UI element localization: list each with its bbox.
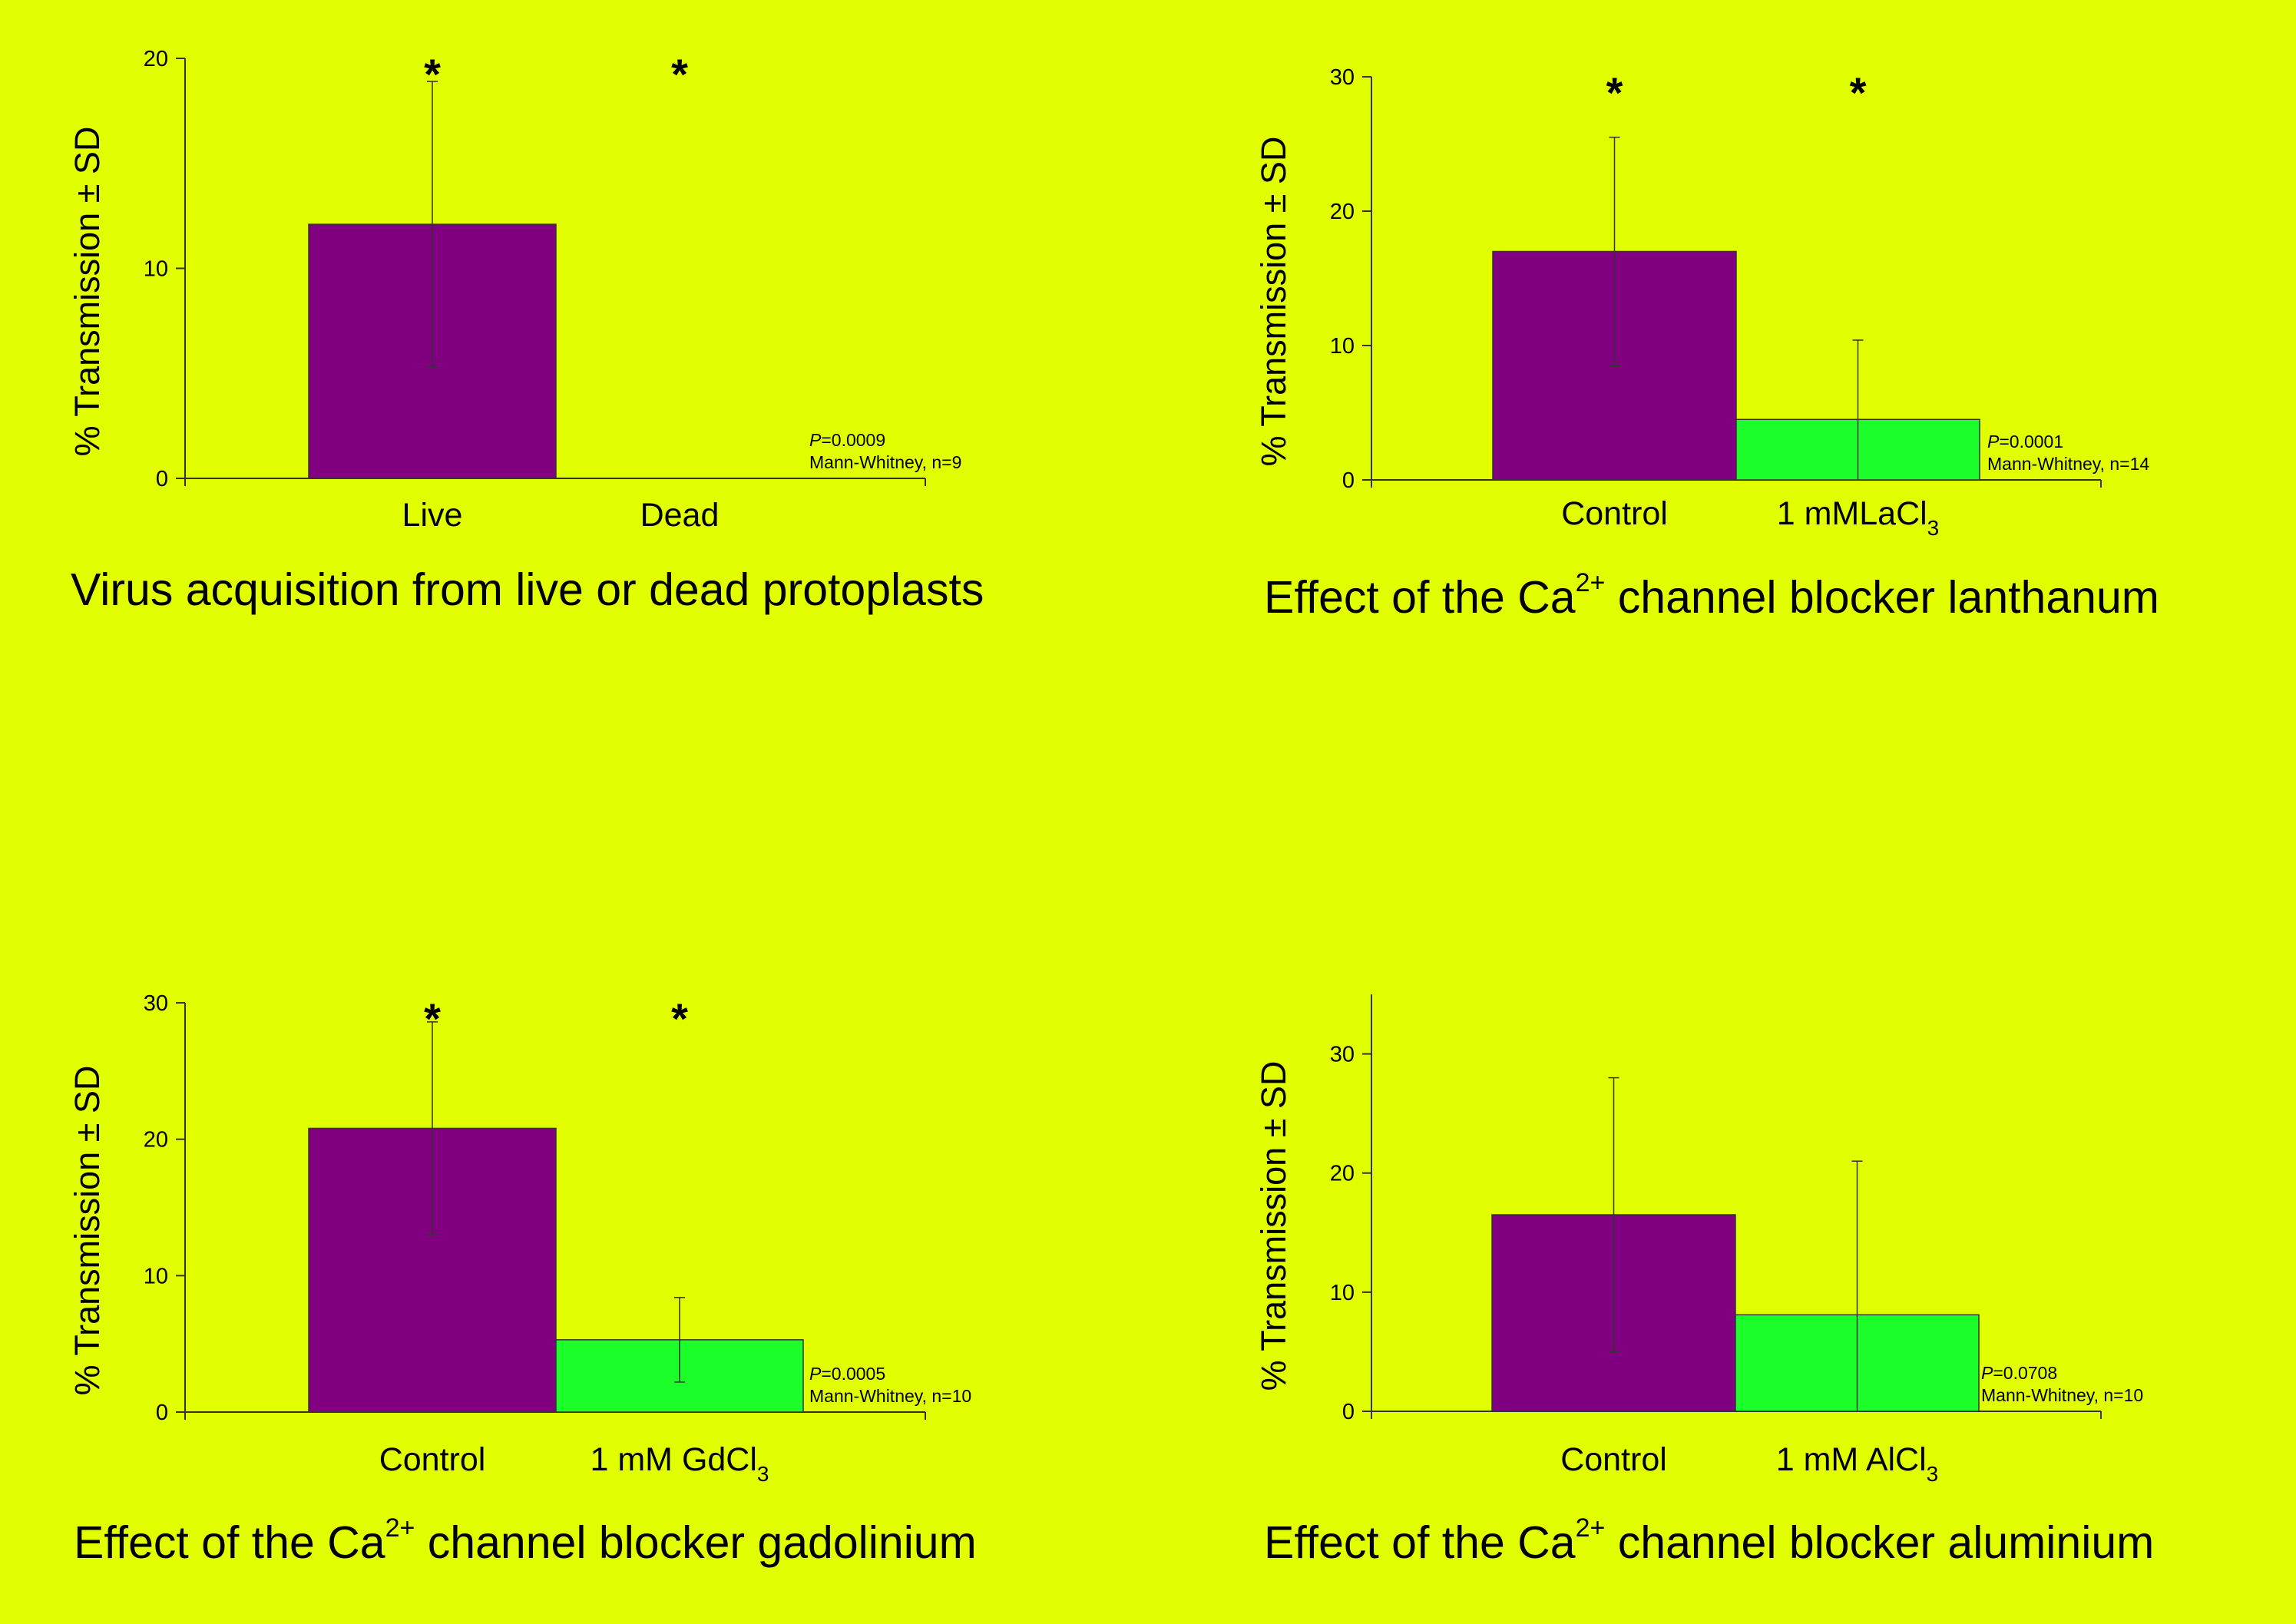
panel-2-stats-p-italic: P (1987, 432, 2000, 451)
panel-1-y-tick-label: 20 (144, 47, 168, 71)
panel-2-y-tick-label: 20 (1330, 200, 1355, 224)
panel-3-stats-p-value: =0.0005 (821, 1364, 885, 1384)
panel-2-y-axis-label: % Transmission ± SD (1254, 137, 1293, 467)
panel-1-category-label-2: Dead (640, 497, 720, 534)
panel-1-category-label-1: Live (402, 497, 463, 534)
panel-1-stats-p: P=0.0009 (809, 430, 885, 450)
panel-4-title-before: Effect of the Ca (1264, 1517, 1576, 1568)
panel-4-stats-test: Mann-Whitney, n=10 (1981, 1385, 2143, 1405)
panel-2: 0 10 20 30 % Transmission ± SD * Control * 1 mML… (1254, 65, 2149, 540)
panel-4-y-tick-label: 0 (1342, 1400, 1355, 1424)
panel-3-category-sub-2: 3 (757, 1462, 769, 1486)
panel-3-stats-p-italic: P (809, 1364, 822, 1384)
panel-1-stats-p-value: =0.0009 (821, 430, 885, 450)
panel-1-y-tick-label: 10 (144, 257, 168, 282)
panel-3-title: Effect of the Ca2+ channel blocker gadol… (74, 1513, 977, 1569)
panel-3-title-after: channel blocker gadolinium (415, 1517, 977, 1568)
panel-1-y-tick-label: 0 (156, 467, 168, 491)
panel-4-y-tick-label: 30 (1330, 1043, 1355, 1067)
panel-1-stats-p-italic: P (809, 430, 822, 450)
panel-4-title-after: channel blocker aluminium (1605, 1517, 2155, 1568)
panel-2-title-before: Effect of the Ca (1264, 572, 1576, 623)
panel-4-y-tick-label: 10 (1330, 1281, 1355, 1305)
panel-3-significance-1: * (424, 994, 441, 1043)
panel-1: 0 10 20 % Transmission ± SD * Live * Dead P=0.00… (68, 47, 961, 534)
panel-2-y-tick-label: 30 (1330, 65, 1355, 90)
panel-2-stats-p-value: =0.0001 (1999, 432, 2063, 451)
panel-2-title-sup: 2+ (1575, 568, 1606, 597)
panel-2-category-main-1: Control (1561, 495, 1668, 532)
panel-4-category-sub-2: 3 (1927, 1462, 1939, 1486)
panel-4-y-tick-label: 20 (1330, 1162, 1355, 1186)
panel-4-category-main-1: Control (1560, 1441, 1667, 1478)
panel-3-significance-2: * (671, 994, 688, 1043)
panel-3-category-main-1: Control (379, 1441, 486, 1478)
panel-2-significance-1: * (1606, 68, 1623, 117)
panel-2-title-after: channel blocker lanthanum (1605, 572, 2159, 623)
panel-3-y-axis-label: % Transmission ± SD (68, 1066, 107, 1396)
panel-4-category-label-1: Control (1560, 1441, 1667, 1478)
panel-3-title-before: Effect of the Ca (74, 1517, 385, 1568)
panel-3-y-tick-label: 20 (144, 1128, 168, 1153)
panel-3-category-label-2: 1 mM GdCl3 (591, 1441, 769, 1486)
panel-2-category-main-2: 1 mMLaCl (1777, 495, 1927, 532)
panel-4-category-label-2: 1 mM AlCl3 (1776, 1441, 1939, 1486)
panel-3-category-label-1: Control (379, 1441, 486, 1478)
panel-1-title: Virus acquisition from live or dead prot… (71, 564, 984, 616)
panel-1-title-text: Virus acquisition from live or dead prot… (71, 564, 984, 615)
panel-4-stats-p: P=0.0708 (1981, 1363, 2057, 1383)
panel-2-significance-2: * (1850, 68, 1867, 117)
panel-3-y-tick-label: 10 (144, 1264, 168, 1288)
panel-2-category-label-1: Control (1561, 495, 1668, 532)
panel-2-stats-test: Mann-Whitney, n=14 (1987, 454, 2149, 474)
panel-1-significance-1: * (424, 50, 441, 98)
panel-4-category-main-2: 1 mM AlCl (1776, 1441, 1927, 1478)
panel-4-stats-p-italic: P (1981, 1363, 1993, 1383)
panel-3-category-main-2: 1 mM GdCl (591, 1441, 757, 1478)
panel-4: 0 10 20 30 % Transmission ± SD Control 1 mM Al… (1254, 994, 2143, 1486)
panel-2-y-tick-label: 0 (1342, 468, 1355, 493)
panel-4-y-axis-label: % Transmission ± SD (1254, 1061, 1293, 1391)
panel-2-y-tick-label: 10 (1330, 334, 1355, 359)
panel-1-stats-test: Mann-Whitney, n=9 (809, 452, 961, 472)
panel-3-stats-test: Mann-Whitney, n=10 (809, 1386, 971, 1406)
panel-1-y-axis-label: % Transmission ± SD (68, 127, 107, 457)
panel-4-title: Effect of the Ca2+ channel blocker alumi… (1264, 1513, 2155, 1569)
panel-4-title-sup: 2+ (1575, 1513, 1606, 1543)
panel-4-stats-p-value: =0.0708 (1993, 1363, 2057, 1383)
panel-2-title: Effect of the Ca2+ channel blocker lanth… (1264, 568, 2159, 623)
panel-3-y-tick-label: 0 (156, 1401, 168, 1425)
panel-3: 0 10 20 30 % Transmission ± SD * Control * 1 mM … (68, 991, 971, 1486)
panel-2-category-label-2: 1 mMLaCl3 (1777, 495, 1940, 540)
panel-3-stats-p: P=0.0005 (809, 1364, 885, 1384)
panel-2-category-sub-2: 3 (1927, 516, 1940, 540)
panel-3-title-sup: 2+ (385, 1513, 415, 1543)
panel-3-y-tick-label: 30 (144, 991, 168, 1016)
panel-2-stats-p: P=0.0001 (1987, 432, 2063, 451)
panel-1-significance-2: * (671, 50, 688, 98)
